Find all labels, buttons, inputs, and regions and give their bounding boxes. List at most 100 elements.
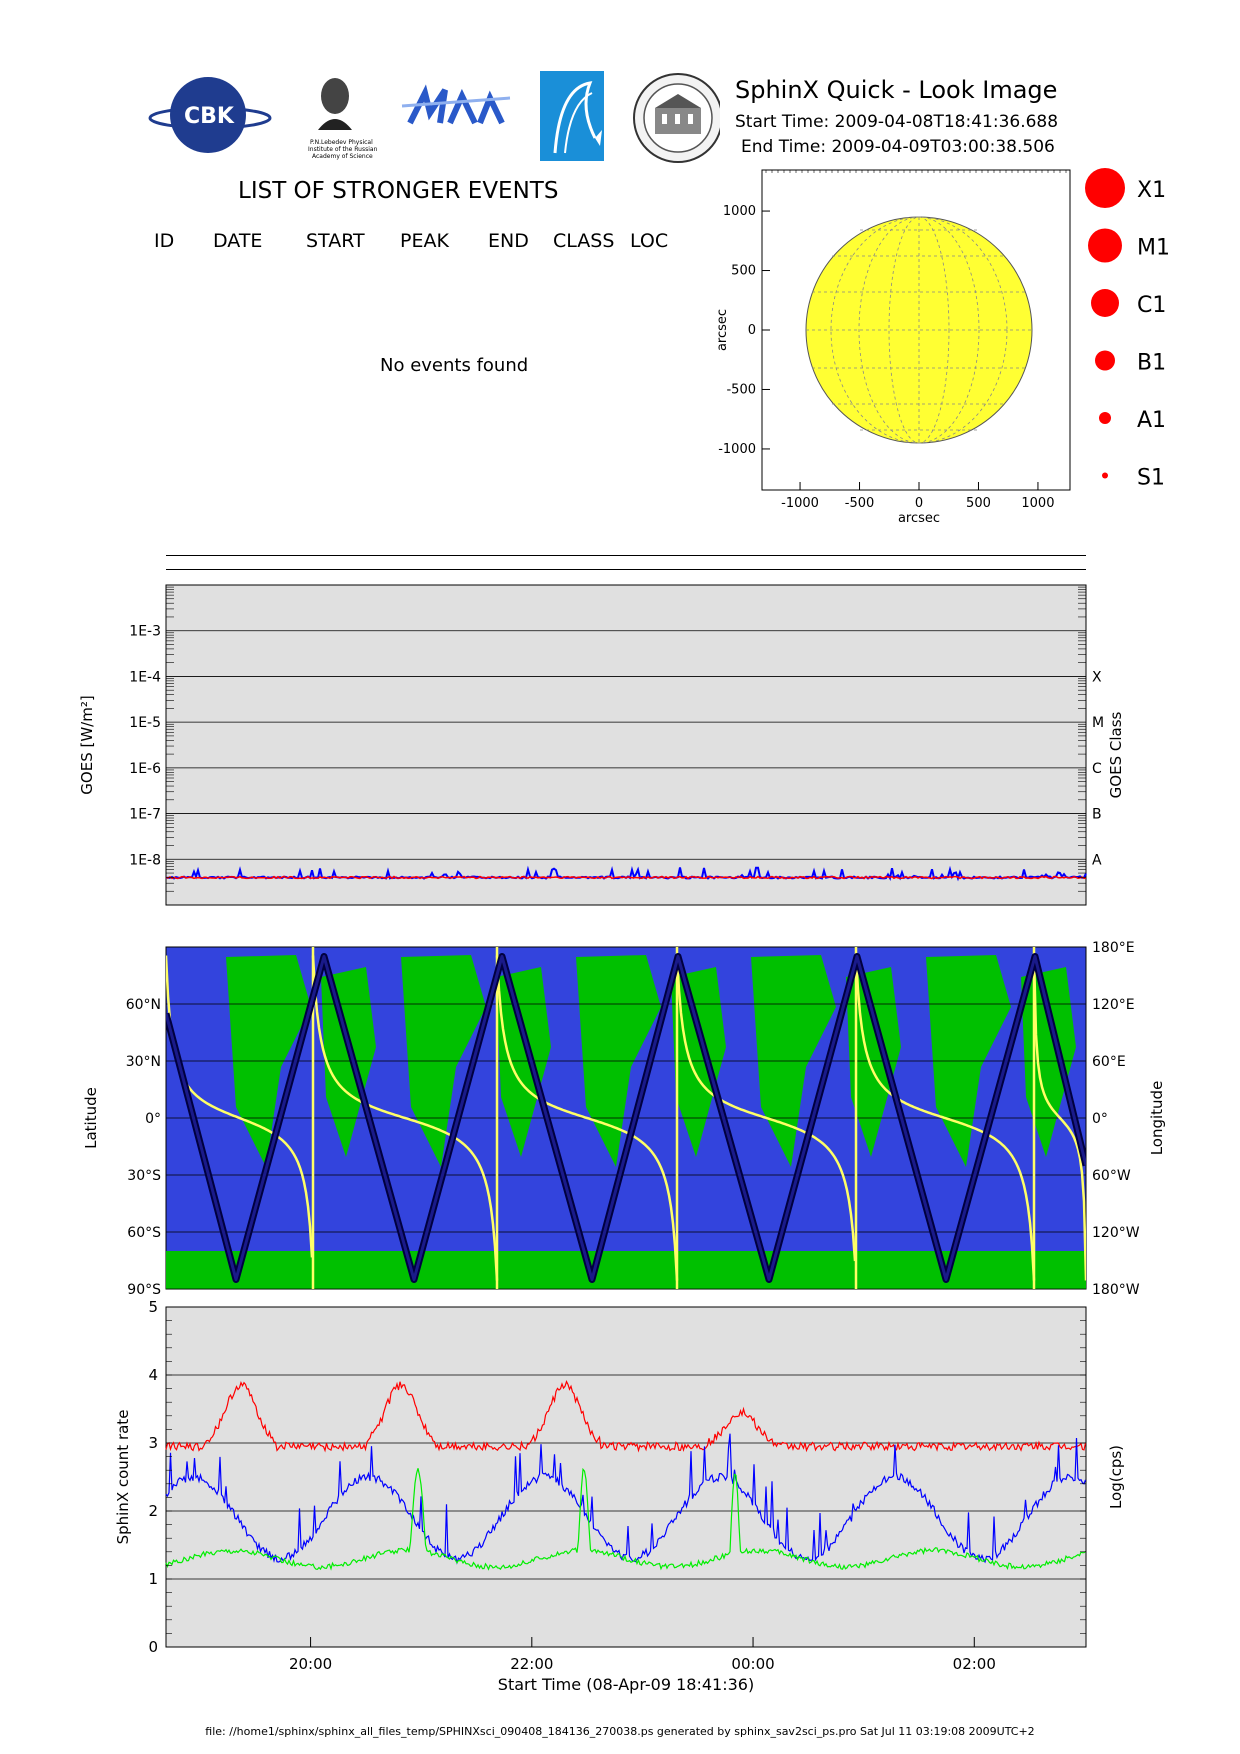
size-legend-label: S1	[1137, 466, 1165, 491]
goes-ytick-label: 1E-6	[129, 761, 161, 777]
countrate-ytick-label: 5	[148, 1298, 158, 1316]
col-end: END	[488, 230, 529, 252]
goes-ytick-label: 1E-5	[129, 715, 161, 731]
goes-class-label: A	[1092, 852, 1102, 868]
countrate-panel: 0 1 2 3 4 5 20:00 22:00 00:00 02:00 SphinX count …	[114, 1298, 1125, 1694]
countrate-ytick-label: 2	[148, 1502, 158, 1520]
countrate-ytick-label: 4	[148, 1366, 158, 1384]
lat-tick-label: 90°S	[127, 1282, 161, 1298]
end-time: End Time: 2009-04-09T03:00:38.506	[741, 137, 1055, 157]
size-legend-dot	[1088, 228, 1122, 263]
countrate-xtick-label: 20:00	[289, 1655, 332, 1673]
goes-ylabel: GOES [W/m²]	[78, 695, 96, 794]
longitude-curve	[166, 955, 314, 1258]
size-legend-dot	[1091, 289, 1119, 317]
size-legend-dot	[1095, 350, 1115, 371]
lon-tick-label: 180°E	[1092, 940, 1135, 956]
start-time: Start Time: 2009-04-08T18:41:36.688	[735, 112, 1059, 132]
sun-xtick-label: 500	[966, 496, 991, 511]
longitude-curve	[1032, 955, 1086, 1281]
svg-text:P.N.Lebedev Physical: P.N.Lebedev Physical	[310, 139, 373, 146]
goes-y2label: GOES Class	[1107, 711, 1125, 798]
size-legend-dot	[1099, 412, 1111, 424]
sun-ytick-label: 500	[731, 264, 756, 279]
countrate-xtick-label: 22:00	[510, 1655, 553, 1673]
orbit-track-inner	[166, 955, 1086, 1281]
lat-tick-label: 0°	[145, 1111, 161, 1127]
sun-ytick-label: 1000	[723, 204, 756, 219]
lon-tick-label: 120°W	[1092, 1225, 1140, 1241]
separator-1	[166, 555, 1086, 556]
countrate-ytick-label: 3	[148, 1434, 158, 1452]
sun-ylabel: arcsec	[715, 309, 730, 351]
size-legend: X1 M1 C1 B1 A1 S1	[1085, 168, 1170, 491]
goes-ytick-label: 1E-8	[129, 852, 161, 868]
goes-class-label: X	[1092, 669, 1102, 685]
size-legend-label: C1	[1137, 293, 1166, 318]
goes-class-label: M	[1092, 715, 1104, 731]
size-legend-label: X1	[1137, 178, 1166, 203]
no-events-message: No events found	[380, 355, 529, 376]
page-title: SphinX Quick - Look Image	[735, 76, 1058, 104]
cbk-pan-logo: CBK	[148, 77, 272, 153]
orbit-y2label: Longitude	[1148, 1081, 1166, 1156]
svg-text:Institute of the Russian: Institute of the Russian	[308, 146, 378, 153]
goes-ytick-label: 1E-4	[129, 669, 161, 685]
col-start: START	[306, 230, 365, 252]
countrate-ytick-label: 1	[148, 1570, 158, 1588]
sun-xlabel: arcsec	[898, 511, 940, 526]
size-legend-dot	[1102, 472, 1108, 479]
orbit-panel: 60°N 30°N 0° 30°S 60°S 90°S 180°E 120°E 60°E 0° 60…	[82, 940, 1166, 1298]
countrate-xtick-label: 02:00	[953, 1655, 996, 1673]
longitude-curve	[311, 955, 499, 1281]
sun-xtick-label: 1000	[1021, 496, 1054, 511]
size-legend-label: B1	[1137, 351, 1166, 376]
lat-tick-label: 60°N	[126, 997, 161, 1013]
svg-text:CBK: CBK	[184, 104, 235, 129]
sun-xtick-label: 0	[915, 496, 923, 511]
separator-2	[166, 569, 1086, 570]
lon-tick-label: 60°E	[1092, 1054, 1126, 1070]
countrate-ytick-label: 0	[148, 1638, 158, 1656]
land-mass	[321, 967, 376, 1157]
countrate-ylabel: SphinX count rate	[114, 1410, 132, 1545]
logo-strip: CBK P.N.Lebedev Physical Institute of th…	[148, 71, 720, 163]
footer-file-info: file: //home1/sphinx/sphinx_all_files_te…	[205, 1725, 1035, 1738]
longitude-curve	[495, 955, 679, 1281]
lat-tick-label: 30°N	[126, 1054, 161, 1070]
lat-tick-label: 60°S	[127, 1225, 161, 1241]
comet-logo	[540, 71, 604, 161]
lebedev-institute-logo: P.N.Lebedev Physical Institute of the Ru…	[308, 73, 378, 160]
sun-ytick-label: -500	[726, 382, 756, 397]
lon-tick-label: 120°E	[1092, 997, 1135, 1013]
col-loc: LOC	[630, 230, 669, 252]
countrate-y2label: Log(cps)	[1107, 1445, 1125, 1509]
size-legend-dot	[1085, 168, 1125, 208]
col-id: ID	[154, 230, 175, 252]
goes-class-label: C	[1092, 761, 1102, 777]
col-date: DATE	[213, 230, 263, 252]
orbit-ylabel: Latitude	[82, 1087, 100, 1149]
countrate-series-line	[165, 1380, 1087, 1453]
sun-xtick-label: -1000	[781, 496, 819, 511]
size-legend-label: M1	[1137, 236, 1170, 261]
lon-tick-label: 0°	[1092, 1111, 1108, 1127]
events-title: LIST OF STRONGER EVENTS	[238, 178, 559, 204]
col-class: CLASS	[553, 230, 615, 252]
sun-ytick-label: -1000	[718, 442, 756, 457]
goes-class-label: B	[1092, 807, 1102, 823]
goes-ytick-label: 1E-7	[129, 807, 161, 823]
land-mass	[496, 967, 551, 1157]
goes-series-line	[165, 875, 1087, 880]
goes-ytick-label: 1E-3	[129, 624, 161, 640]
size-legend-label: A1	[1137, 408, 1166, 433]
svg-text:Academy of Science: Academy of Science	[312, 153, 373, 160]
lat-tick-label: 30°S	[127, 1168, 161, 1184]
countrate-xtick-label: 00:00	[731, 1655, 774, 1673]
longitude-curve	[854, 955, 1036, 1281]
antarctica	[166, 1251, 1086, 1289]
countrate-series-line	[165, 1433, 1087, 1565]
lon-tick-label: 60°W	[1092, 1168, 1131, 1184]
lon-tick-label: 180°W	[1092, 1282, 1140, 1298]
